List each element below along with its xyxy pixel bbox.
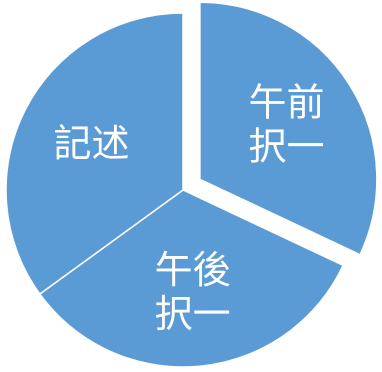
pie-slice-label-line: 択一 bbox=[155, 292, 231, 336]
pie-slice-label-line: 記述 bbox=[54, 121, 130, 165]
pie-slice-label-line: 午後 bbox=[155, 248, 231, 292]
pie-slice-label-line: 午前 bbox=[249, 80, 325, 124]
pie-slice-label-2: 午後択一 bbox=[155, 248, 231, 336]
pie-slice-2 bbox=[38, 189, 345, 368]
pie-slice-label-3: 記述 bbox=[54, 121, 130, 165]
pie-slice-3 bbox=[5, 12, 184, 296]
pie-slice-1 bbox=[199, 1, 378, 256]
pie-slices bbox=[5, 1, 378, 368]
pie-slice-label-line: 択一 bbox=[249, 124, 325, 168]
pie-slice-label-1: 午前択一 bbox=[249, 80, 325, 168]
